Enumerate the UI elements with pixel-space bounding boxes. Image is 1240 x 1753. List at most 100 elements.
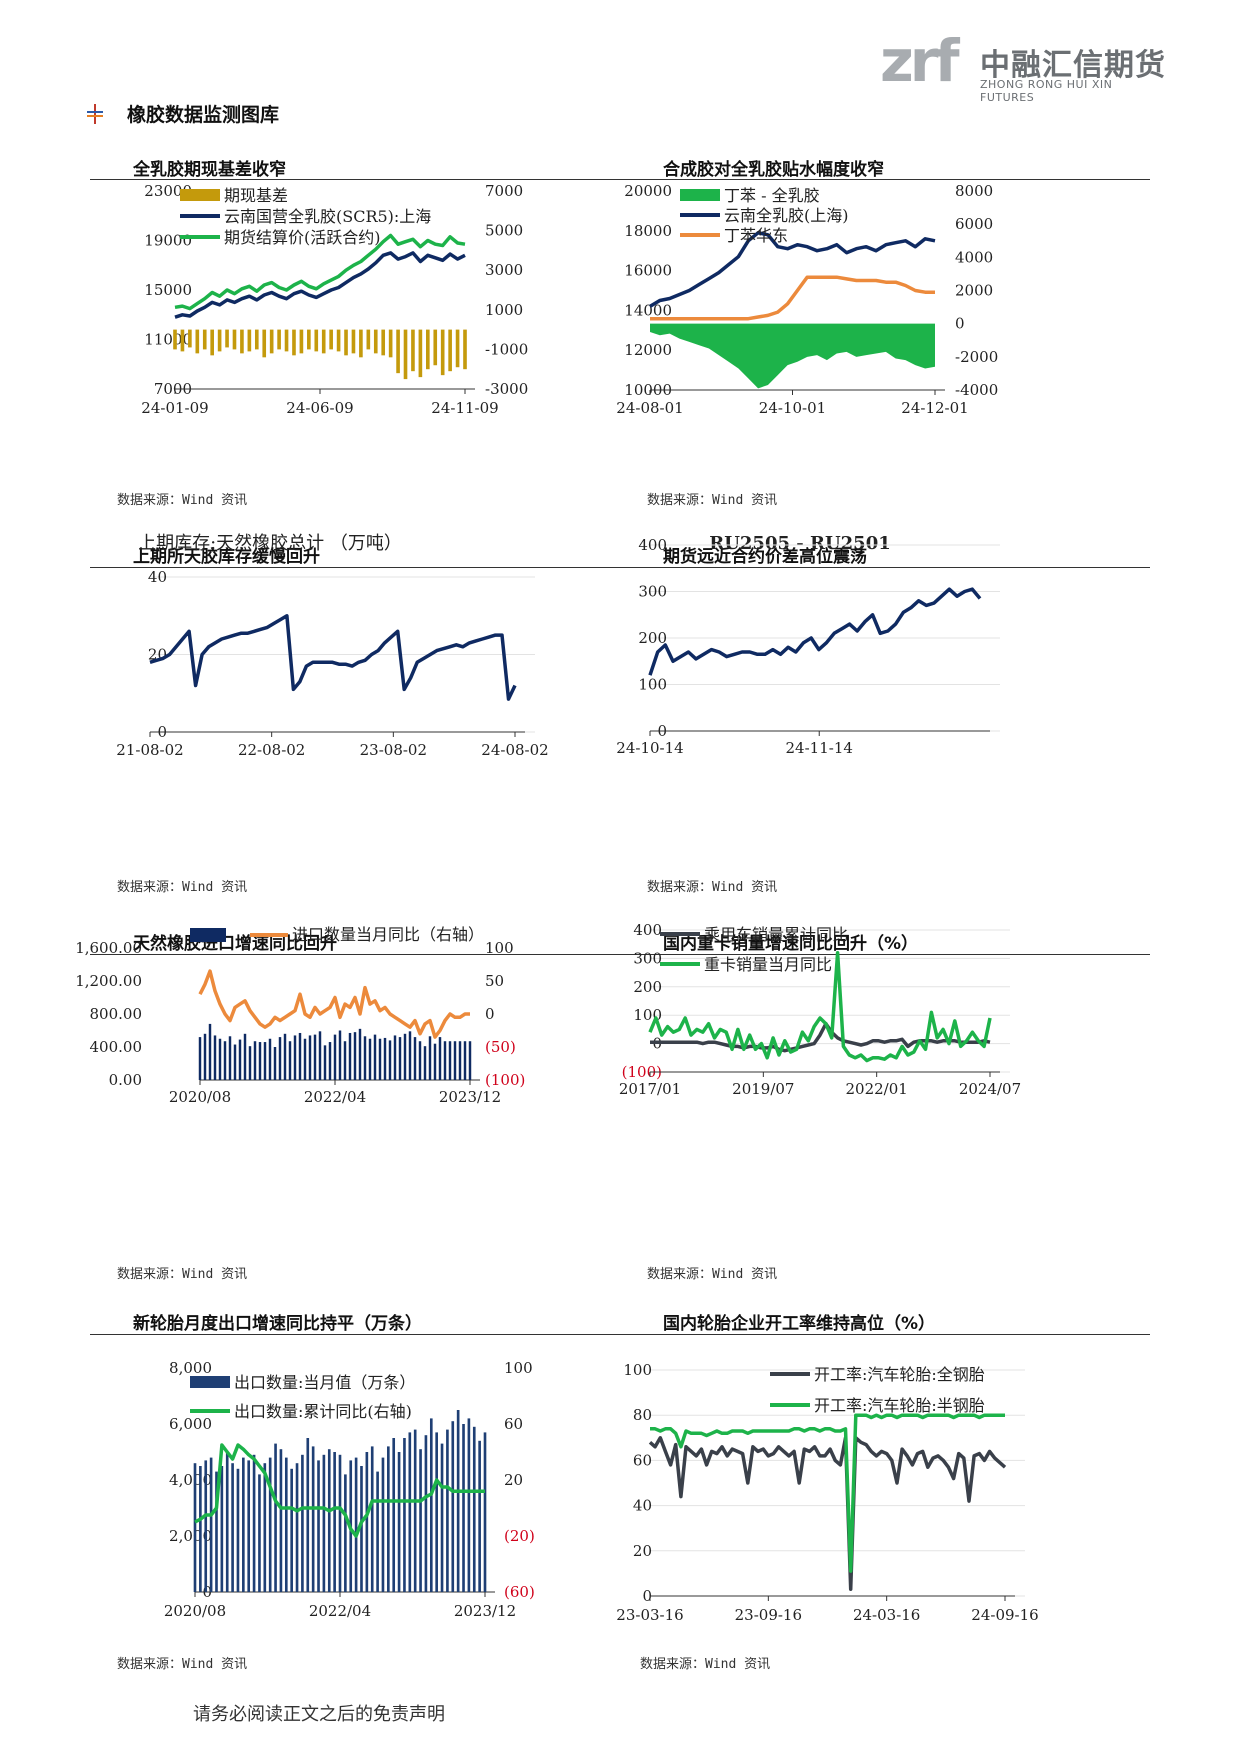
y-tick-label-right: 100 bbox=[504, 1359, 533, 1377]
legend-swatch bbox=[680, 189, 720, 201]
section-marker-icon bbox=[85, 103, 105, 124]
y-tick-label-right: 0 bbox=[485, 1005, 495, 1023]
x-tick-label: 2022/04 bbox=[309, 1602, 371, 1620]
y-tick-label-right: 1000 bbox=[485, 301, 523, 319]
bar bbox=[311, 1446, 315, 1592]
bar bbox=[467, 1418, 471, 1592]
bar bbox=[370, 1446, 374, 1592]
bar bbox=[308, 1035, 312, 1080]
legend-label: 期货结算价(活跃合约) bbox=[224, 228, 381, 247]
bar bbox=[446, 1429, 449, 1592]
y-tick-label-left: 100 bbox=[638, 676, 667, 694]
legend-label: 开工率:汽车轮胎:半钢胎 bbox=[814, 1396, 985, 1415]
line-series bbox=[650, 1413, 1005, 1573]
source-note: 数据来源：Wind 资讯 bbox=[647, 493, 778, 508]
section-title: 橡胶数据监测图库 bbox=[85, 100, 279, 127]
bar bbox=[188, 329, 192, 348]
bar bbox=[236, 1468, 240, 1592]
panel-title-7: 新轮胎月度出口增速同比持平（万条） bbox=[133, 1314, 422, 1334]
bar bbox=[413, 1429, 417, 1592]
y-tick-label-right: 3000 bbox=[485, 261, 523, 279]
bar bbox=[247, 329, 252, 352]
bar bbox=[428, 1036, 432, 1080]
bar bbox=[283, 1033, 287, 1080]
bar bbox=[306, 1438, 310, 1592]
bar bbox=[225, 329, 229, 348]
legend-label: 丁苯华东 bbox=[724, 226, 788, 245]
x-tick-label: 24-11-09 bbox=[431, 399, 498, 417]
panel-divider bbox=[90, 1334, 1150, 1335]
bar bbox=[344, 329, 348, 356]
line-series bbox=[650, 1021, 991, 1053]
bar bbox=[258, 1474, 261, 1592]
bar bbox=[268, 1457, 272, 1592]
y-tick-label-left: 400 bbox=[633, 921, 662, 939]
chart-title: 上期库存:天然橡胶总计 （万吨） bbox=[138, 533, 402, 554]
x-tick-label: 2020/08 bbox=[164, 1602, 226, 1620]
bar bbox=[228, 1036, 232, 1080]
panel-title-2: 合成胶对全乳胶贴水幅度收窄 bbox=[663, 160, 884, 180]
bar bbox=[327, 1449, 331, 1592]
legend-label: 乘用车销量累计同比 bbox=[704, 925, 848, 944]
bar bbox=[238, 1039, 242, 1080]
panel-divider bbox=[90, 954, 1150, 955]
y-tick-label-left: 300 bbox=[633, 949, 662, 967]
bar bbox=[366, 329, 371, 350]
bar bbox=[408, 1432, 412, 1592]
bar bbox=[343, 1041, 347, 1080]
x-tick-label: 2023/12 bbox=[454, 1602, 516, 1620]
bar bbox=[448, 329, 452, 372]
bar bbox=[288, 1041, 292, 1080]
bar bbox=[173, 329, 177, 350]
bar bbox=[318, 1031, 322, 1080]
bar bbox=[383, 1037, 387, 1080]
x-tick-label: 23-08-02 bbox=[360, 741, 427, 759]
bar bbox=[295, 1463, 299, 1592]
y-tick-label-left: 15000 bbox=[144, 281, 192, 299]
y-tick-label-right: 6000 bbox=[955, 215, 993, 233]
bar bbox=[338, 1454, 342, 1592]
bar bbox=[478, 1440, 481, 1592]
bar bbox=[440, 1443, 444, 1592]
bar bbox=[262, 329, 267, 358]
x-tick-label: 2022/04 bbox=[304, 1088, 366, 1106]
bar bbox=[365, 1452, 369, 1592]
bar bbox=[418, 1041, 422, 1080]
y-tick-label-left: 10000 bbox=[624, 381, 672, 399]
y-tick-label-right: 5000 bbox=[485, 222, 523, 240]
bar bbox=[314, 329, 319, 352]
bar bbox=[435, 1432, 438, 1592]
bar bbox=[277, 329, 281, 350]
logo-name-cn: 中融汇信期货 bbox=[980, 48, 1166, 83]
y-tick-label-left: 200 bbox=[633, 978, 662, 996]
chart-basis-scr5-futures: 2300019000150001100070007000500030001000… bbox=[141, 182, 528, 417]
x-tick-label: 2022/01 bbox=[846, 1080, 908, 1098]
legend-label: 丁苯 - 全乳胶 bbox=[724, 186, 820, 205]
bar bbox=[317, 1460, 320, 1592]
bar bbox=[313, 1034, 317, 1080]
bar bbox=[248, 1046, 252, 1080]
bar bbox=[453, 1041, 457, 1080]
y-tick-label-left: 19000 bbox=[144, 232, 192, 250]
bar bbox=[274, 1443, 277, 1592]
bar bbox=[269, 329, 274, 354]
y-tick-label-right: (100) bbox=[485, 1071, 525, 1089]
legend-label: 进口数量当月同比（右轴） bbox=[292, 925, 484, 944]
bar bbox=[387, 1446, 390, 1592]
bar bbox=[329, 329, 333, 350]
x-tick-label: 24-10-01 bbox=[759, 399, 826, 417]
bar bbox=[299, 329, 304, 354]
bar bbox=[398, 1037, 402, 1080]
legend-label: 期现基差 bbox=[224, 186, 288, 205]
line-series bbox=[648, 1436, 1007, 1591]
x-tick-label: 23-09-16 bbox=[735, 1606, 802, 1624]
y-tick-label-right: -2000 bbox=[955, 348, 998, 366]
line-series bbox=[649, 231, 936, 308]
bar bbox=[381, 329, 386, 356]
disclaimer-footer: 请务必阅读正文之后的免责声明 bbox=[193, 1704, 445, 1725]
x-tick-label: 2017/01 bbox=[619, 1080, 681, 1098]
bar bbox=[440, 329, 445, 376]
x-tick-label: 24-08-01 bbox=[616, 399, 683, 417]
bar bbox=[336, 329, 341, 352]
x-tick-label: 22-08-02 bbox=[238, 741, 305, 759]
